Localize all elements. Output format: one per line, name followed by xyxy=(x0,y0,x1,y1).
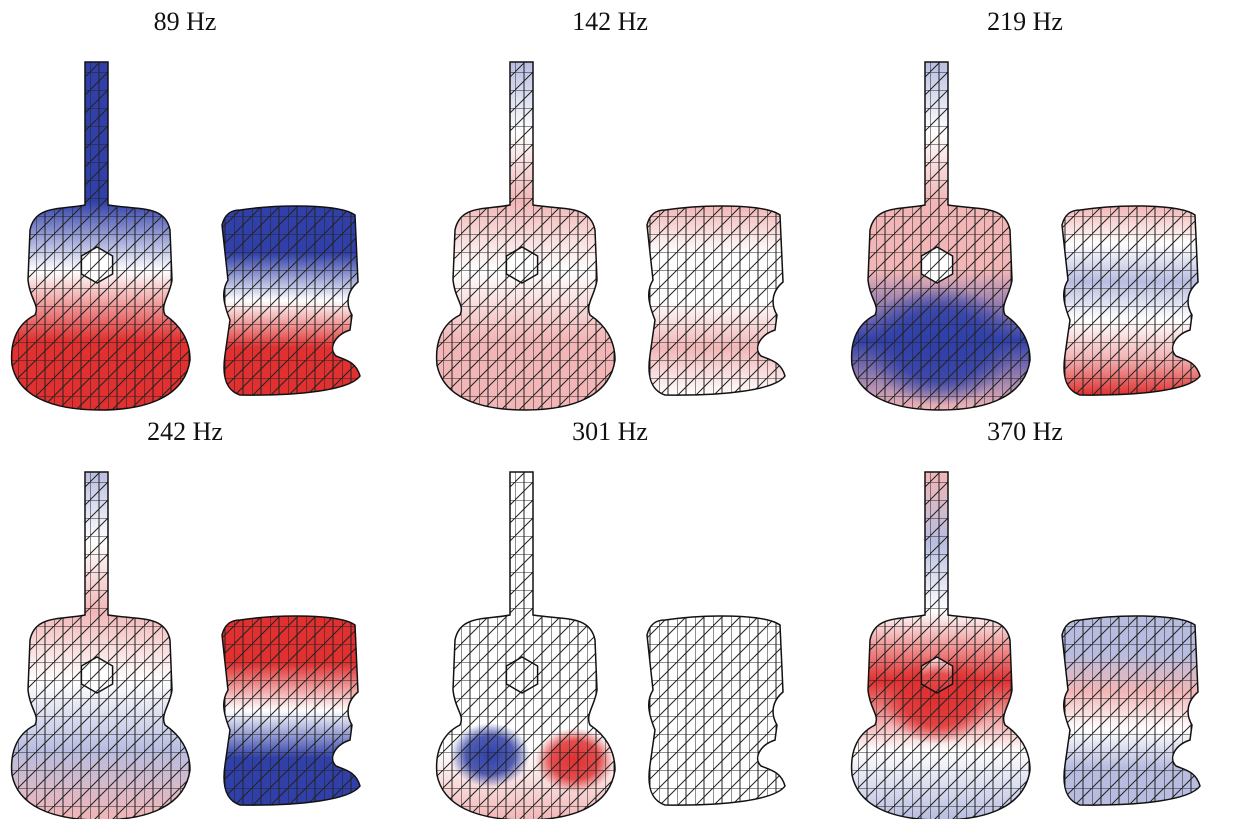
outline xyxy=(1061,205,1201,396)
mode-panel: 89 Hz xyxy=(10,7,361,411)
mode-panel: 219 Hz xyxy=(850,7,1201,411)
mode-title: 242 Hz xyxy=(147,417,223,446)
mode-title: 219 Hz xyxy=(987,7,1063,36)
mesh xyxy=(647,205,785,396)
mesh xyxy=(222,205,360,396)
outline xyxy=(646,615,786,806)
outline xyxy=(10,471,191,819)
outline xyxy=(221,615,361,806)
mesh xyxy=(1062,615,1200,806)
outline xyxy=(850,471,1031,819)
mode-title: 301 Hz xyxy=(572,417,648,446)
mode-title: 142 Hz xyxy=(572,7,648,36)
mode-panel: 370 Hz xyxy=(850,417,1201,819)
outline xyxy=(646,205,786,396)
mesh xyxy=(222,615,360,806)
mode-title: 89 Hz xyxy=(154,7,217,36)
mesh xyxy=(1062,205,1200,396)
outline xyxy=(435,471,616,819)
mesh xyxy=(647,615,785,806)
mode-panel: 301 Hz xyxy=(435,417,786,819)
outline xyxy=(850,61,1031,411)
mode-title: 370 Hz xyxy=(987,417,1063,446)
outline xyxy=(1061,615,1201,806)
outline xyxy=(10,61,191,411)
outline xyxy=(221,205,361,396)
mode-panel: 242 Hz xyxy=(10,417,361,819)
outline xyxy=(435,61,616,411)
mode-panel: 142 Hz xyxy=(435,7,786,411)
